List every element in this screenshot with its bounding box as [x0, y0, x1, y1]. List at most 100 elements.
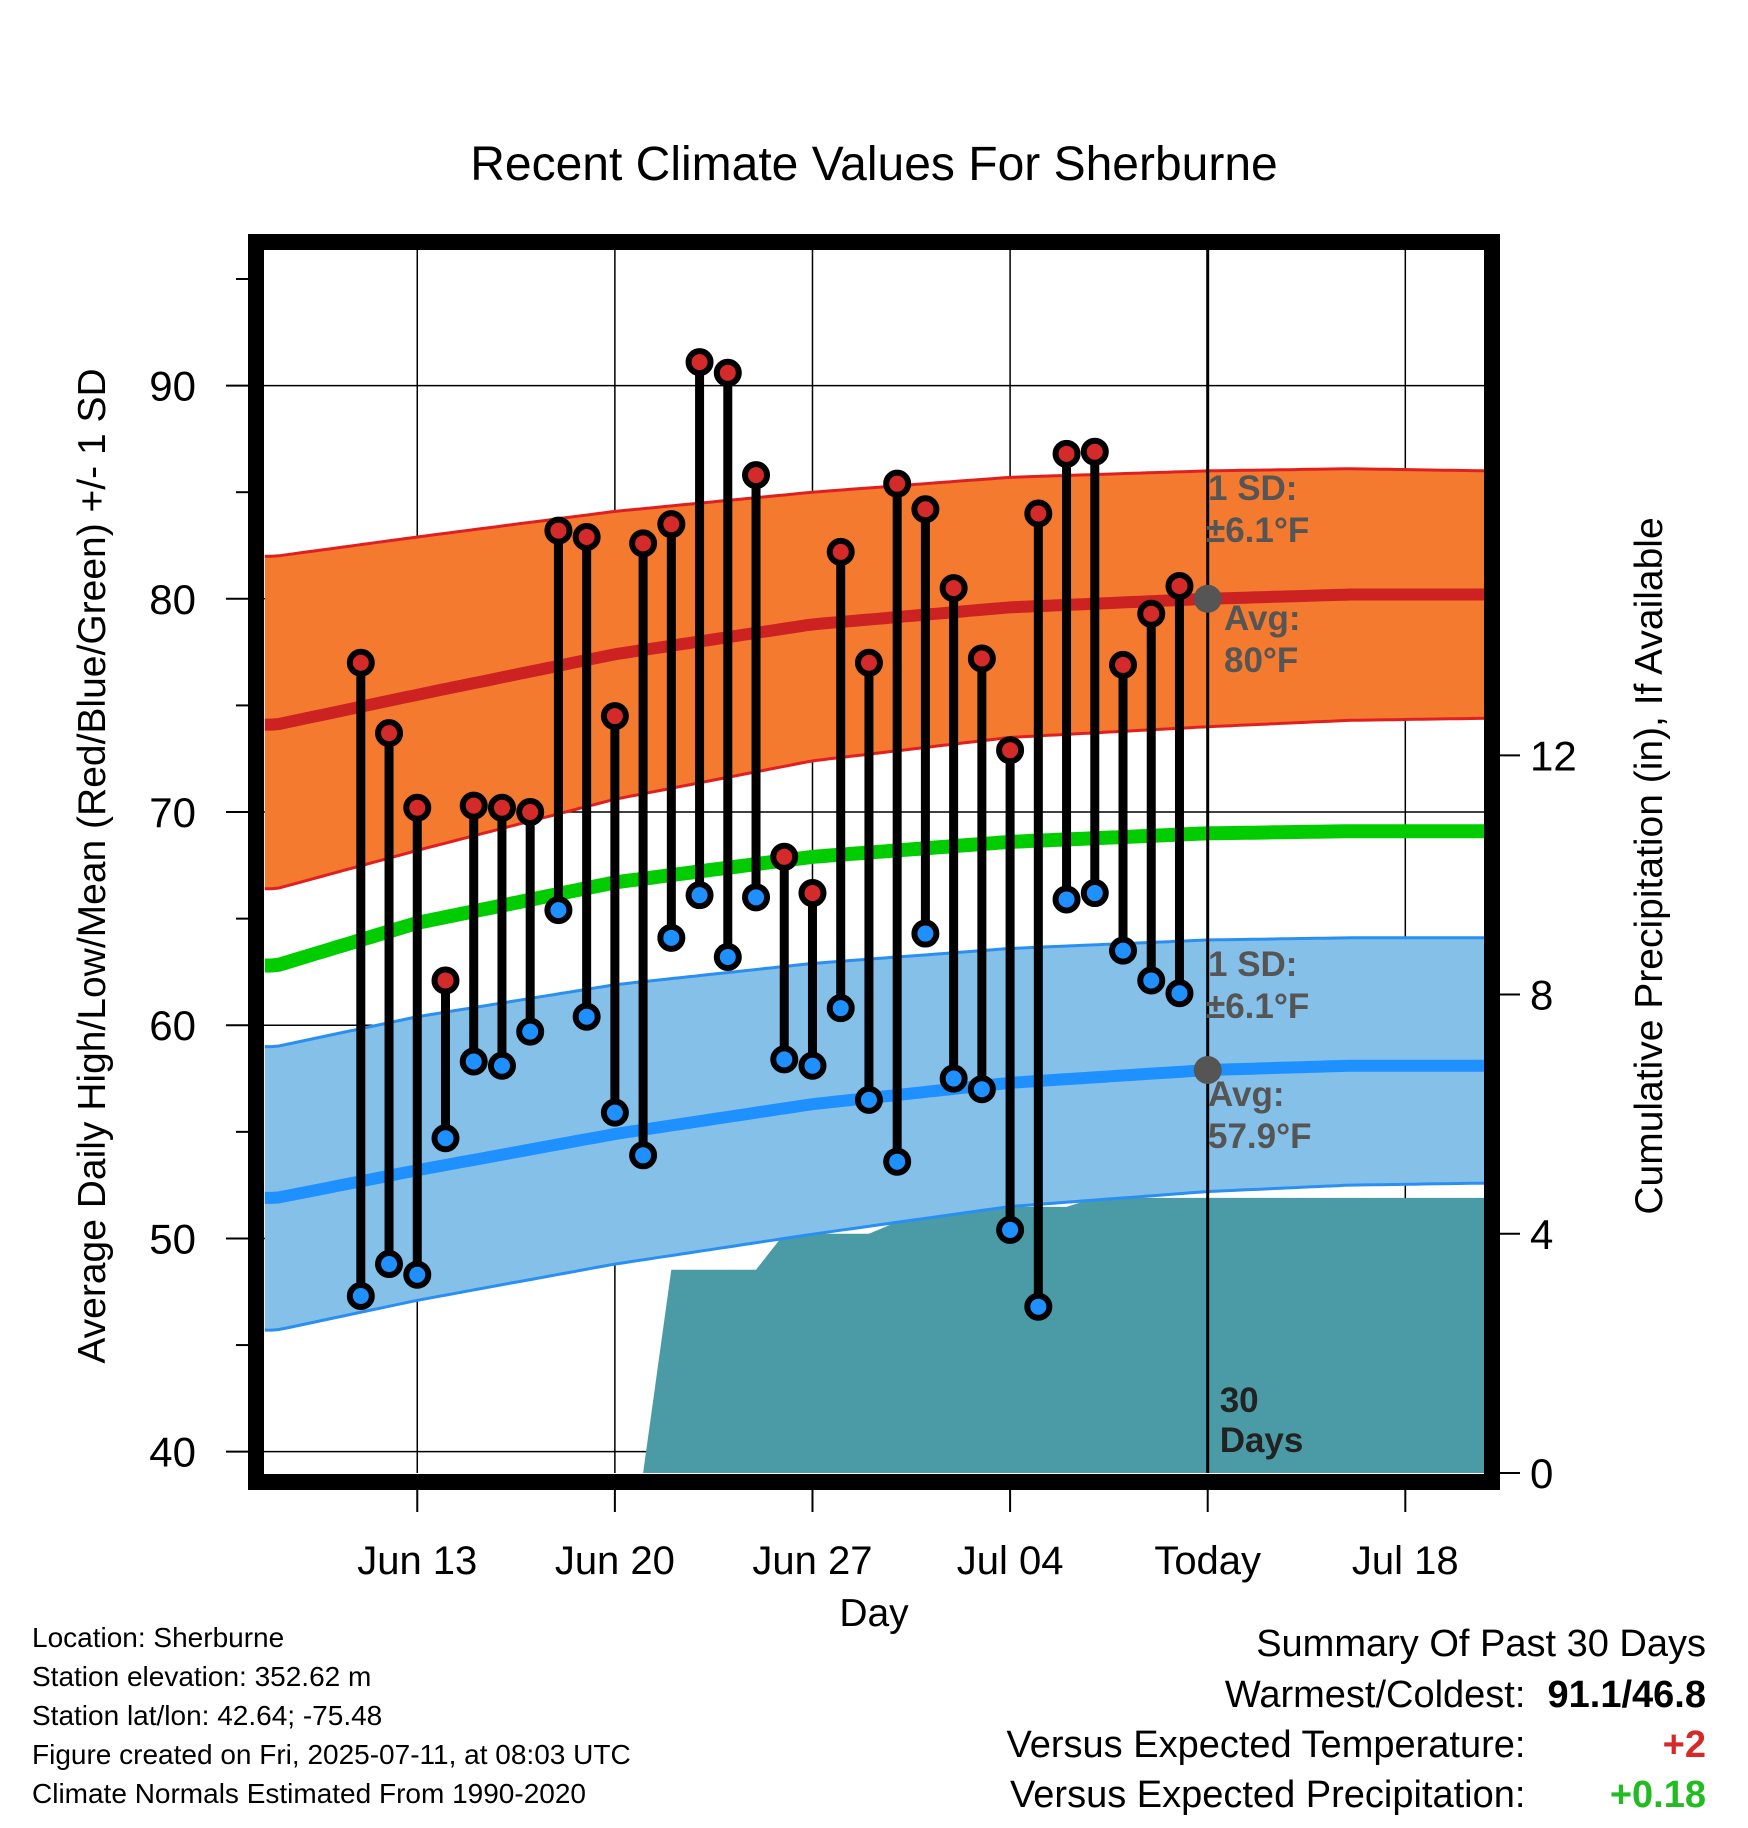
low-point: [939, 1064, 968, 1093]
x-tick-label: Today: [1154, 1539, 1261, 1583]
plot-frame: [248, 234, 1500, 1490]
high-sd-value: ±6.1°F: [1206, 511, 1309, 550]
high-point: [854, 648, 883, 677]
temp-value: +2: [1662, 1724, 1706, 1766]
high-point: [1109, 650, 1138, 679]
today-days-label-1: 30: [1220, 1381, 1259, 1420]
x-tick-label: Jun 27: [752, 1539, 872, 1583]
high-point: [431, 966, 460, 995]
y2-axis-label: Cumulative Precipitation (in), If Availa…: [1628, 517, 1671, 1214]
x-tick-label: Jun 20: [555, 1539, 675, 1583]
y-tick-label: 40: [149, 1429, 196, 1476]
high-point: [883, 469, 912, 498]
precip-value: +0.18: [1609, 1774, 1706, 1816]
created-text: Figure created on Fri, 2025-07-11, at 08…: [32, 1739, 631, 1770]
x-tick-label: Jul 18: [1352, 1539, 1459, 1583]
high-point: [713, 358, 742, 387]
high-point: [544, 516, 573, 545]
low-sd-value: ±6.1°F: [1206, 987, 1309, 1026]
low-point: [1109, 936, 1138, 965]
x-axis-label: Day: [839, 1592, 909, 1635]
low-point: [798, 1051, 827, 1080]
low-point: [996, 1215, 1025, 1244]
low-point: [911, 919, 940, 948]
y-tick-label: 60: [149, 1002, 196, 1049]
high-point: [1080, 437, 1109, 466]
y2-tick-label: 4: [1530, 1211, 1553, 1258]
high-point: [1137, 599, 1166, 628]
high-point: [967, 644, 996, 673]
high-point: [346, 648, 375, 677]
y2-tick-label: 8: [1530, 972, 1553, 1019]
chart-title: Recent Climate Values For Sherburne: [470, 138, 1278, 191]
today-high-avg-marker: [1193, 584, 1222, 613]
low-point: [1080, 879, 1109, 908]
precip-row: Versus Expected Precipitation: +0.18: [1007, 1770, 1706, 1820]
low-point: [375, 1250, 404, 1279]
high-point: [911, 495, 940, 524]
high-avg-value: 80°F: [1224, 641, 1298, 680]
location-text: Location: Sherburne: [32, 1622, 285, 1653]
high-point: [487, 793, 516, 822]
low-point: [742, 883, 771, 912]
low-avg-label: Avg:: [1208, 1075, 1284, 1114]
high-point: [600, 702, 629, 731]
low-upper-edge: [264, 936, 1486, 1049]
warm-cold-value: 91.1/46.8: [1547, 1674, 1706, 1716]
low-point: [657, 923, 686, 952]
high-point: [826, 537, 855, 566]
low-point: [883, 1147, 912, 1176]
low-point: [1137, 966, 1166, 995]
summary-title: Summary Of Past 30 Days: [1256, 1623, 1706, 1665]
high-point: [742, 461, 771, 490]
low-point: [770, 1045, 799, 1074]
low-point: [403, 1260, 432, 1289]
low-point: [431, 1124, 460, 1153]
low-sd-label: 1 SD:: [1208, 945, 1297, 984]
low-point: [713, 943, 742, 972]
high-point: [1024, 499, 1053, 528]
high-lower-edge: [264, 716, 1486, 891]
station-info: Location: Sherburne Station elevation: 3…: [32, 1618, 631, 1813]
low-point: [346, 1282, 375, 1311]
low-point: [1165, 979, 1194, 1008]
low-point: [854, 1085, 883, 1114]
warm-cold-row: Warmest/Coldest: 91.1/46.8: [1007, 1670, 1706, 1720]
y-tick-label: 70: [149, 789, 196, 836]
low-point: [459, 1047, 488, 1076]
low-point: [1052, 885, 1081, 914]
y-tick-label: 80: [149, 576, 196, 623]
high-point: [798, 879, 827, 908]
high-point: [770, 842, 799, 871]
temp-label: Versus Expected Temperature:: [1006, 1724, 1526, 1766]
high-upper-edge: [264, 467, 1486, 558]
low-point: [826, 994, 855, 1023]
mean-avg-line: [264, 824, 1486, 973]
y-tick-label: 50: [149, 1215, 196, 1262]
low-point: [516, 1017, 545, 1046]
low-point: [600, 1098, 629, 1127]
high-point: [939, 574, 968, 603]
low-avg-value: 57.9°F: [1208, 1117, 1312, 1156]
high-point: [996, 736, 1025, 765]
low-lower-edge: [264, 1181, 1486, 1332]
low-sd-band: [264, 937, 1486, 1331]
high-point: [1052, 439, 1081, 468]
normals-text: Climate Normals Estimated From 1990-2020: [32, 1778, 586, 1809]
latlon-text: Station lat/lon: 42.64; -75.48: [32, 1700, 383, 1731]
high-point: [685, 348, 714, 377]
high-point: [657, 510, 686, 539]
summary-panel: Summary Of Past 30 Days Warmest/Coldest:…: [1007, 1618, 1706, 1820]
high-point: [572, 522, 601, 551]
low-point: [629, 1141, 658, 1170]
today-low-avg-marker: [1193, 1056, 1222, 1085]
y-tick-label: 90: [149, 363, 196, 410]
low-point: [544, 896, 573, 925]
high-point: [375, 719, 404, 748]
high-sd-label: 1 SD:: [1208, 469, 1297, 508]
x-tick-label: Jun 13: [357, 1539, 477, 1583]
high-point: [629, 529, 658, 558]
x-tick-label: Jul 04: [957, 1539, 1064, 1583]
low-point: [685, 881, 714, 910]
y2-tick-label: 12: [1530, 732, 1577, 779]
